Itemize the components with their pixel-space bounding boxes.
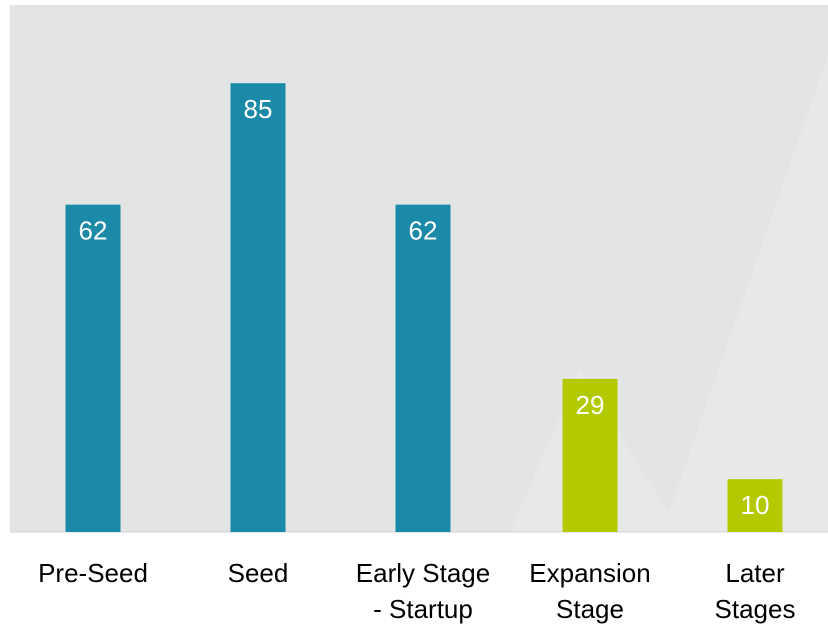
category-label-5: Later Stages bbox=[715, 558, 796, 624]
category-label-line: Seed bbox=[228, 558, 289, 588]
labels-layer: 62 85 62 29 10 bbox=[79, 94, 770, 520]
bars-layer bbox=[65, 83, 783, 532]
bar-3 bbox=[395, 204, 451, 532]
bar-value-label-4: 29 bbox=[576, 390, 605, 420]
bar-value-label-2: 85 bbox=[244, 94, 273, 124]
bar-5 bbox=[727, 479, 783, 532]
category-labels-layer: Pre-Seed Seed Early Stage - Startup Expansio… bbox=[38, 558, 795, 624]
background-shape-right bbox=[662, 55, 828, 532]
category-label-line: Stages bbox=[715, 594, 796, 624]
bar-value-label-5: 10 bbox=[741, 490, 770, 520]
bar-value-label-1: 62 bbox=[79, 216, 108, 246]
bar-1 bbox=[65, 204, 121, 532]
category-label-2: Seed bbox=[228, 558, 289, 588]
category-label-line: Stage bbox=[556, 594, 624, 624]
category-label-line: Later bbox=[725, 558, 785, 588]
category-label-line: Pre-Seed bbox=[38, 558, 148, 588]
bar-value-label-3: 62 bbox=[409, 216, 438, 246]
category-label-line: Early Stage bbox=[356, 558, 490, 588]
category-label-1: Pre-Seed bbox=[38, 558, 148, 588]
bar-2 bbox=[230, 83, 286, 532]
category-label-line: - Startup bbox=[373, 594, 473, 624]
category-label-line: Expansion bbox=[529, 558, 650, 588]
bar-4 bbox=[562, 378, 618, 532]
category-label-4: Expansion Stage bbox=[529, 558, 650, 624]
category-label-3: Early Stage - Startup bbox=[356, 558, 490, 624]
